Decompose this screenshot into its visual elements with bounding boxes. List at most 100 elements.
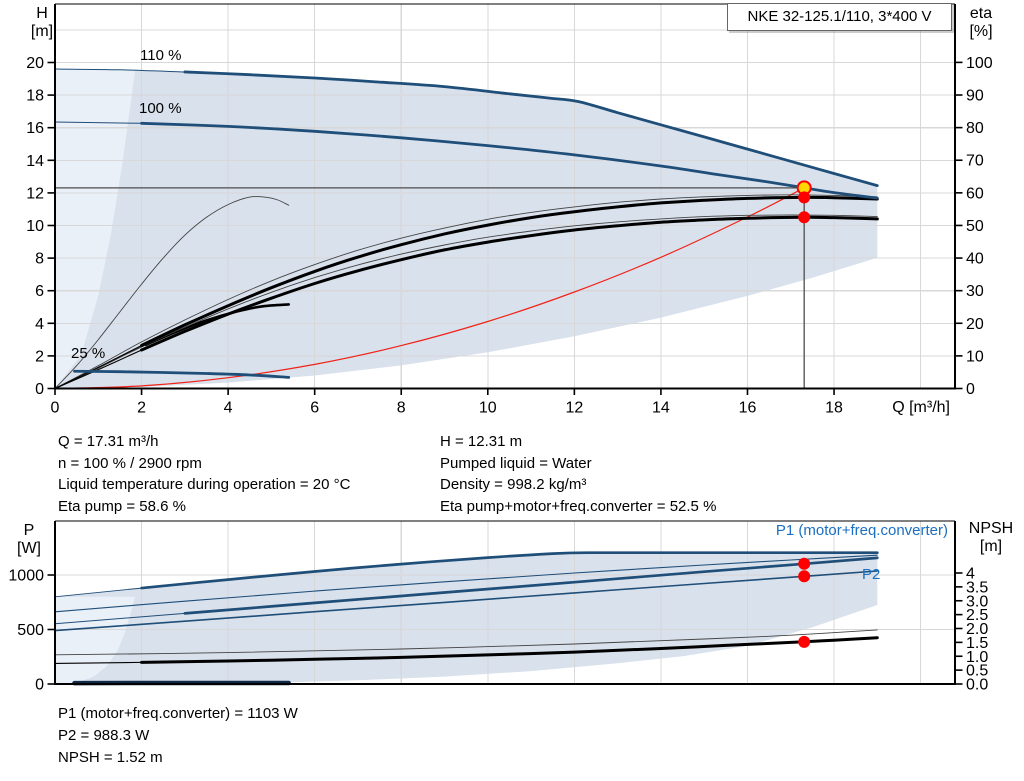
power-envelope <box>55 552 878 684</box>
tick-label-y-left: 500 <box>17 622 44 639</box>
info-line-h: H = 12.31 m <box>440 433 523 450</box>
qh-curve-100-thin <box>54 121 143 124</box>
pump-title: NKE 32-125.1/110, 3*400 V <box>747 8 932 25</box>
tick-label-y-right: 1.0 <box>966 649 988 666</box>
q-axis-label: Q [m³/h] <box>892 399 950 416</box>
p1-110-curve <box>140 551 879 590</box>
low-flow-region <box>55 69 136 389</box>
tick-label-y-right: 10 <box>966 348 984 365</box>
info-line-liquid: Pumped liquid = Water <box>440 454 592 472</box>
duty-info-right: H = 12.31 m Pumped liquid = Water Densit… <box>440 431 716 517</box>
curve-label-p1: P1 (motor+freq.converter) <box>775 522 948 539</box>
tick-label-y-right: 40 <box>966 251 984 268</box>
tick-label-x: 8 <box>397 400 406 417</box>
duty-point-eta-pump <box>798 191 811 204</box>
tick-label-y-left: 6 <box>35 283 44 300</box>
tick-label-x: 2 <box>137 400 146 417</box>
tick-label-x: 18 <box>825 400 843 417</box>
duty-point-eta-total <box>798 211 811 224</box>
tick-label-y-left: 0 <box>35 677 44 694</box>
duty-point-p1 <box>798 557 811 570</box>
tick-label-x: 10 <box>479 400 497 417</box>
system-curve <box>54 187 805 390</box>
tick-label-x: 16 <box>739 400 757 417</box>
tick-label-x: 6 <box>310 400 319 417</box>
eta-axis-title: eta <box>969 5 993 22</box>
info-line-n: n = 100 % / 2900 rpm <box>58 454 202 472</box>
tick-label-y-right: 80 <box>966 120 984 137</box>
tick-label-y-right: 30 <box>966 283 984 300</box>
tick-label-y-right: 20 <box>966 316 984 333</box>
duty-point-npsh <box>798 635 811 648</box>
info-line-npsh: NPSH = 1.52 m <box>58 749 163 766</box>
tick-label-y-right: 0.0 <box>966 677 988 694</box>
tick-label-y-left: 10 <box>26 218 44 235</box>
tick-label-y-left: 20 <box>26 55 44 72</box>
tick-label-y-left: 14 <box>26 153 44 170</box>
npsh-curve-thin <box>54 661 143 665</box>
eta-axis-unit: [%] <box>969 23 993 40</box>
info-line-p1: P1 (motor+freq.converter) = 1103 W <box>58 705 298 722</box>
p-axis-title: P <box>23 522 35 539</box>
pump-title-box: NKE 32-125.1/110, 3*400 V <box>727 3 952 31</box>
power-chart: 0 500 1000 0.00.51.01.52.02.53.03.54 <box>8 520 988 694</box>
info-line-eta: Eta pump = 58.6 % <box>58 497 186 515</box>
qh-curve-110 <box>183 70 879 187</box>
qh-curve-110-thin <box>54 68 186 73</box>
duty-info-left: Q = 17.31 m³/h n = 100 % / 2900 rpm Liqu… <box>58 431 350 517</box>
tick-label-x: 0 <box>51 400 60 417</box>
tick-label-y-right: 2.5 <box>966 607 988 624</box>
curve-label-p2: P2 <box>862 566 881 583</box>
tick-label-y-left: 2 <box>35 348 44 365</box>
tick-label-y-right: 50 <box>966 218 984 235</box>
eta-pump-110-thin <box>54 194 878 389</box>
eta-pump-curve <box>140 195 879 347</box>
h-axis-title: H <box>36 5 48 22</box>
tick-label-y-left: 8 <box>35 251 44 268</box>
tick-label-y-left: 0 <box>35 381 44 398</box>
tick-label-y-right: 3.0 <box>966 593 988 610</box>
tick-label-y-right: 3.5 <box>966 579 988 596</box>
qh-chart: 0 2 4 6 8 10 12 14 16 18 0 2 4 6 8 10 12 14 16 18 20 0 10 20 30 4… <box>26 3 993 417</box>
tick-label-y-left: 12 <box>26 185 44 202</box>
npsh-axis-unit: [m] <box>979 538 1003 555</box>
power-info-block: P1 (motor+freq.converter) = 1103 W P2 = … <box>58 703 298 769</box>
npsh-110-thin <box>54 629 878 656</box>
tick-label-y-right: 90 <box>966 88 984 105</box>
info-line-temp: Liquid temperature during operation = 20… <box>58 476 351 493</box>
curve-label-110: 110 % <box>140 47 182 64</box>
qh-curve-25 <box>73 369 291 379</box>
tick-label-x: 14 <box>652 400 670 417</box>
eta-pump-motor-freq-curve-thin <box>54 349 143 390</box>
p-axis-unit: [W] <box>17 540 41 557</box>
tick-label-x: 12 <box>565 400 583 417</box>
info-line-eta-total: Eta pump+motor+freq.converter = 52.5 % <box>440 497 717 515</box>
tick-label-x: 4 <box>224 400 233 417</box>
tick-label-y-left: 1000 <box>8 568 44 585</box>
tick-label-y-right: 1.5 <box>966 635 988 652</box>
curve-label-100: 100 % <box>139 100 182 117</box>
p1-100-curve-thin <box>54 612 186 625</box>
npsh-axis-title: NPSH <box>968 520 1014 537</box>
tick-label-y-right: 4 <box>966 566 975 583</box>
curve-label-25: 25 % <box>71 345 106 362</box>
tick-label-y-left: 16 <box>26 120 44 137</box>
info-line-p2: P2 = 988.3 W <box>58 727 150 744</box>
h-axis-unit: [m] <box>30 23 54 40</box>
tick-label-y-right: 100 <box>966 55 993 72</box>
tick-label-y-right: 60 <box>966 185 984 202</box>
tick-label-y-right: 2.0 <box>966 621 988 638</box>
tick-label-y-left: 4 <box>35 316 44 333</box>
p2-100-curve <box>54 570 879 632</box>
info-line-density: Density = 998.2 kg/m³ <box>440 476 587 493</box>
eta-pump-motor-freq-curve <box>140 215 879 352</box>
duty-point-p2 <box>798 570 811 583</box>
eta-total-110-thin <box>54 214 878 389</box>
eta-reduced-speed-thin <box>54 196 290 389</box>
tick-label-y-right: 0 <box>966 381 975 398</box>
tick-label-y-right: 70 <box>966 153 984 170</box>
tick-label-y-left: 18 <box>26 88 44 105</box>
p2-110-curve <box>54 554 878 613</box>
